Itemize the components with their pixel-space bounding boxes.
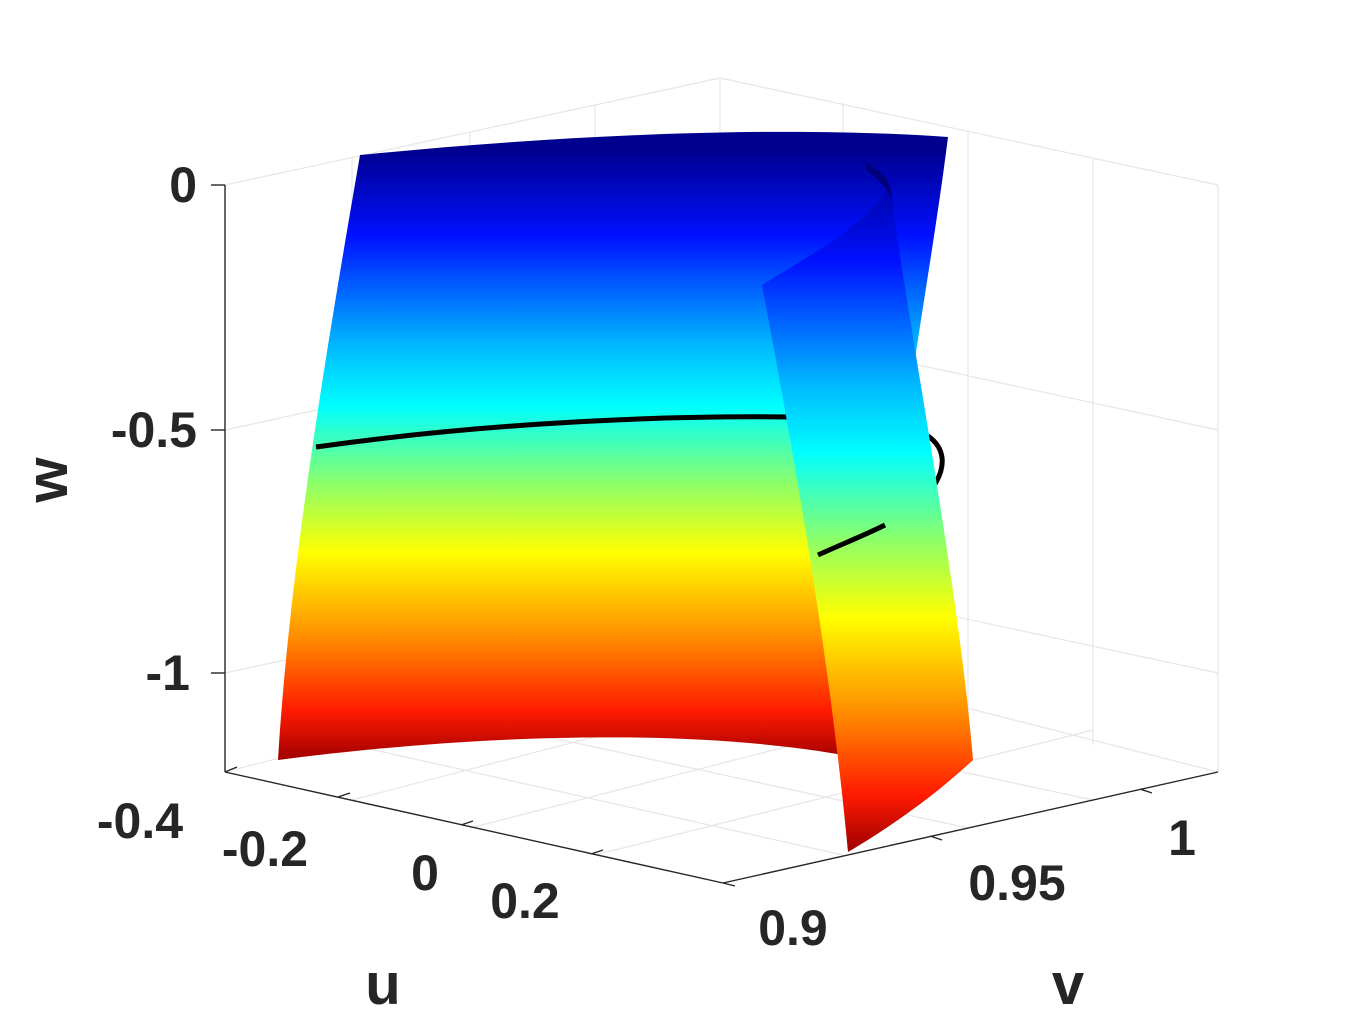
surface-curl-lip [866,163,892,200]
y-tick-label: 0.95 [968,855,1065,911]
curve-front [816,522,887,558]
x-tick-label: 0.2 [490,873,560,929]
surface-curl [762,163,973,852]
y-tick-label: 1 [1168,810,1196,866]
y-tick-label: 0.9 [758,900,828,956]
y-tick-labels: 0.9 0.95 1 [758,810,1196,956]
x-tick-labels: -0.4 -0.2 0 0.2 [97,793,560,929]
z-tick-label: 0 [169,157,197,213]
z-axis-label: w [15,457,80,504]
curve-back [315,414,791,450]
x-tick-label: -0.2 [222,821,308,877]
z-tick-label: -1 [146,645,190,701]
x-tick-label: 0 [411,845,439,901]
x-tick-label: -0.4 [97,793,183,849]
x-axis-label: u [365,952,400,1017]
axes [211,184,1219,887]
y-axis-label: v [1052,952,1084,1017]
z-tick-labels: 0 -0.5 -1 [111,157,197,701]
z-tick-label: -0.5 [111,402,197,458]
